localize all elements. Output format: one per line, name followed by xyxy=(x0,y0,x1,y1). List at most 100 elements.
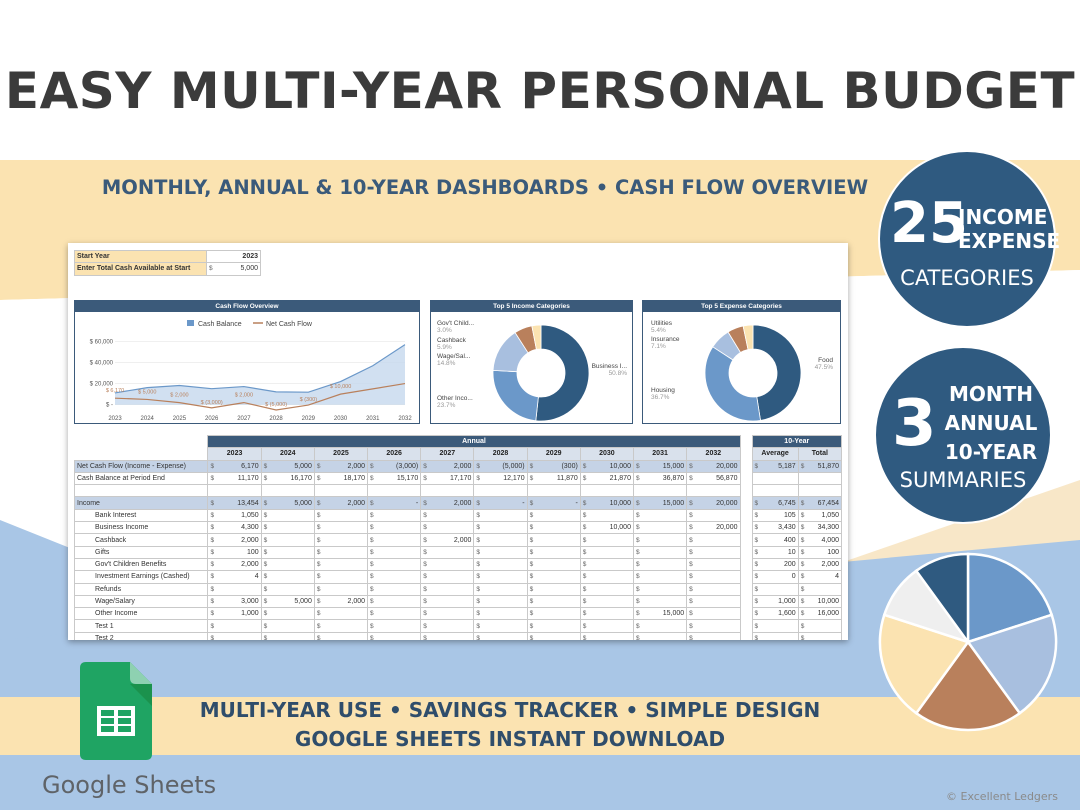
value-cell[interactable]: $5,000 xyxy=(260,496,315,510)
value-cell[interactable]: $ xyxy=(632,545,688,559)
value-cell[interactable] xyxy=(579,484,634,498)
start-year-input[interactable]: 2023 xyxy=(206,249,261,264)
value-cell[interactable] xyxy=(367,484,422,498)
value-cell[interactable]: $ xyxy=(420,508,475,523)
value-cell[interactable]: $ xyxy=(420,582,475,596)
value-cell[interactable]: $ xyxy=(260,545,315,559)
value-cell[interactable]: $ xyxy=(526,508,581,523)
value-cell[interactable]: $ xyxy=(686,607,741,621)
value-cell[interactable]: $ xyxy=(632,508,688,523)
value-cell[interactable]: $11,170 xyxy=(207,471,262,486)
value-cell[interactable] xyxy=(686,484,741,498)
value-cell[interactable]: $ xyxy=(313,545,369,559)
value-cell[interactable]: $ xyxy=(313,521,369,535)
value-cell[interactable]: $ - xyxy=(526,496,581,510)
value-cell[interactable]: $4,300 xyxy=(207,521,262,535)
value-cell[interactable] xyxy=(207,484,262,498)
value-cell[interactable]: $10,000 xyxy=(579,459,634,473)
value-cell[interactable]: $ xyxy=(686,533,741,547)
value-cell[interactable]: $ xyxy=(632,521,688,535)
value-cell[interactable]: $ xyxy=(579,533,634,547)
value-cell[interactable]: $20,000 xyxy=(686,496,741,510)
value-cell[interactable]: $ xyxy=(473,607,528,621)
value-cell[interactable]: $ (5,000) xyxy=(473,459,528,473)
value-cell[interactable]: $ xyxy=(526,557,581,572)
value-cell[interactable]: $ xyxy=(526,533,581,547)
value-cell[interactable]: $ xyxy=(686,570,741,584)
value-cell[interactable]: $ xyxy=(526,631,581,640)
value-cell[interactable]: $ xyxy=(686,619,741,633)
value-cell[interactable]: $10,000 xyxy=(579,521,634,535)
value-cell[interactable]: $ xyxy=(686,545,741,559)
value-cell[interactable]: $ xyxy=(473,557,528,572)
value-cell[interactable] xyxy=(526,484,581,498)
value-cell[interactable]: $ xyxy=(473,570,528,584)
value-cell[interactable]: $ xyxy=(207,631,262,640)
value-cell[interactable]: $ xyxy=(473,533,528,547)
value-cell[interactable]: $ xyxy=(579,594,634,609)
value-cell[interactable]: $ xyxy=(526,582,581,596)
value-cell[interactable]: $ xyxy=(260,508,315,523)
value-cell[interactable]: $ xyxy=(367,594,422,609)
value-cell[interactable]: $ xyxy=(260,631,315,640)
value-cell[interactable]: $21,870 xyxy=(579,471,634,486)
value-cell[interactable]: $ xyxy=(526,570,581,584)
value-cell[interactable]: $20,000 xyxy=(686,521,741,535)
value-cell[interactable]: $4 xyxy=(207,570,262,584)
value-cell[interactable]: $ xyxy=(420,619,475,633)
value-cell[interactable]: $ xyxy=(579,545,634,559)
value-cell[interactable]: $ xyxy=(207,582,262,596)
value-cell[interactable]: $ xyxy=(313,557,369,572)
value-cell[interactable]: $ xyxy=(579,631,634,640)
value-cell[interactable]: $ xyxy=(420,607,475,621)
value-cell[interactable]: $ xyxy=(686,631,741,640)
value-cell[interactable] xyxy=(313,484,369,498)
value-cell[interactable]: $18,170 xyxy=(313,471,369,486)
value-cell[interactable]: $ xyxy=(632,619,688,633)
value-cell[interactable]: $ xyxy=(473,631,528,640)
value-cell[interactable]: $2,000 xyxy=(313,459,369,473)
value-cell[interactable]: $ xyxy=(686,594,741,609)
value-cell[interactable]: $ xyxy=(313,533,369,547)
value-cell[interactable]: $ xyxy=(632,533,688,547)
value-cell[interactable]: $ xyxy=(260,570,315,584)
value-cell[interactable]: $2,000 xyxy=(207,533,262,547)
value-cell[interactable]: $ xyxy=(313,582,369,596)
value-cell[interactable]: $ xyxy=(473,508,528,523)
value-cell[interactable]: $ xyxy=(260,521,315,535)
value-cell[interactable] xyxy=(473,484,528,498)
value-cell[interactable]: $ xyxy=(579,570,634,584)
value-cell[interactable]: $ - xyxy=(473,496,528,510)
value-cell[interactable]: $ xyxy=(367,521,422,535)
value-cell[interactable]: $2,000 xyxy=(420,496,475,510)
value-cell[interactable]: $ xyxy=(579,619,634,633)
value-cell[interactable]: $ xyxy=(473,594,528,609)
value-cell[interactable]: $ xyxy=(367,508,422,523)
value-cell[interactable]: $ xyxy=(686,508,741,523)
value-cell[interactable]: $ xyxy=(686,557,741,572)
value-cell[interactable]: $ xyxy=(632,582,688,596)
value-cell[interactable]: $ xyxy=(313,619,369,633)
value-cell[interactable]: $ xyxy=(367,545,422,559)
value-cell[interactable]: $ xyxy=(367,533,422,547)
value-cell[interactable]: $ xyxy=(473,521,528,535)
value-cell[interactable]: $ xyxy=(632,594,688,609)
value-cell[interactable]: $ xyxy=(473,619,528,633)
value-cell[interactable]: $ xyxy=(367,570,422,584)
value-cell[interactable]: $ xyxy=(526,594,581,609)
start-cash-input[interactable]: $5,000 xyxy=(206,262,261,276)
value-cell[interactable]: $ xyxy=(260,619,315,633)
value-cell[interactable]: $ xyxy=(367,557,422,572)
value-cell[interactable]: $ xyxy=(260,582,315,596)
value-cell[interactable]: $13,454 xyxy=(207,496,262,510)
value-cell[interactable]: $ xyxy=(367,607,422,621)
value-cell[interactable]: $2,000 xyxy=(420,459,475,473)
value-cell[interactable]: $15,000 xyxy=(632,496,688,510)
value-cell[interactable]: $2,000 xyxy=(420,533,475,547)
value-cell[interactable]: $ xyxy=(260,607,315,621)
value-cell[interactable]: $100 xyxy=(207,545,262,559)
value-cell[interactable]: $ xyxy=(579,582,634,596)
value-cell[interactable]: $ xyxy=(420,521,475,535)
value-cell[interactable]: $ xyxy=(420,631,475,640)
value-cell[interactable]: $1,000 xyxy=(207,607,262,621)
